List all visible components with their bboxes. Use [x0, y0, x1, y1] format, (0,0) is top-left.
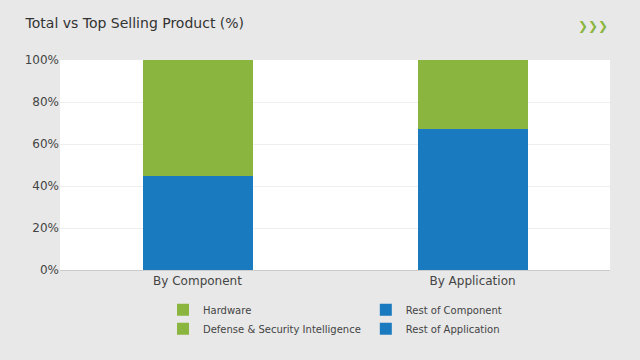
- svg-text:0%: 0%: [40, 263, 59, 277]
- svg-text:80%: 80%: [32, 95, 59, 109]
- svg-text:By Component: By Component: [153, 274, 242, 288]
- svg-text:Rest of Application: Rest of Application: [406, 324, 500, 335]
- svg-text:Rest of Component: Rest of Component: [406, 305, 502, 316]
- svg-text:Hardware: Hardware: [203, 305, 251, 316]
- svg-text:20%: 20%: [32, 221, 59, 235]
- svg-text:By Application: By Application: [429, 274, 515, 288]
- svg-text:Defense & Security Intelligenc: Defense & Security Intelligence: [203, 324, 361, 335]
- svg-text:40%: 40%: [32, 179, 59, 193]
- svg-text:Total vs Top Selling Product (: Total vs Top Selling Product (%): [25, 15, 244, 31]
- svg-text:❯❯❯: ❯❯❯: [578, 19, 608, 33]
- svg-text:100%: 100%: [25, 53, 59, 67]
- svg-text:60%: 60%: [32, 137, 59, 151]
